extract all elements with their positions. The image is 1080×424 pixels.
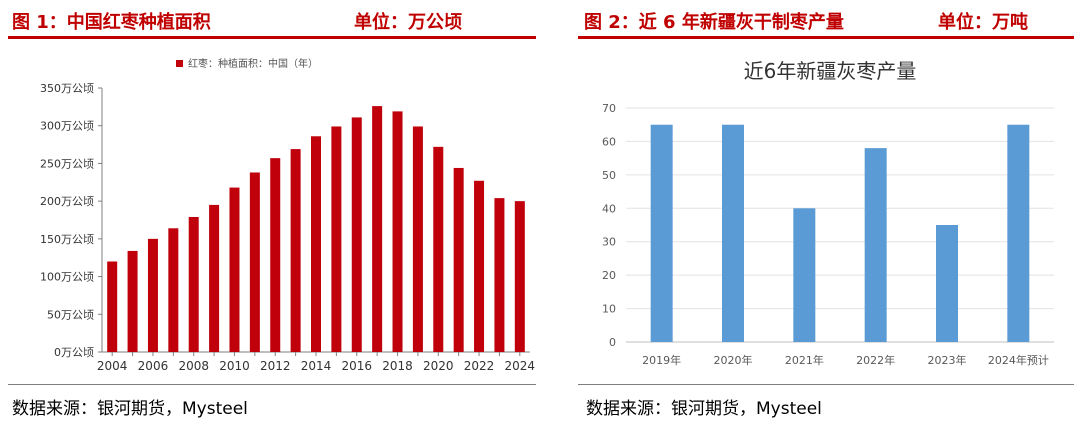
- y-tick-label: 20: [602, 269, 616, 282]
- bar-2010: [229, 187, 240, 352]
- bar-2014: [311, 136, 321, 352]
- x-tick-label: 2010: [219, 359, 250, 373]
- y-tick-label: 200万公顷: [40, 195, 94, 208]
- x-tick-label: 2021年: [785, 353, 824, 367]
- chart-title: 近6年新疆灰枣产量: [744, 59, 917, 83]
- x-tick-label: 2018: [382, 359, 413, 373]
- x-tick-label: 2020年: [714, 353, 753, 367]
- y-tick-label: 300万公顷: [40, 120, 94, 133]
- x-tick-label: 2020: [423, 359, 454, 373]
- bar-2022: [474, 180, 485, 352]
- x-tick-label: 2024年预计: [988, 353, 1049, 367]
- left-bar-chart: 红枣：种植面积：中国（年） 0万公顷 50万公顷 100万公顷 150万公顷 200万公顷…: [40, 57, 536, 373]
- bar-2012: [270, 158, 281, 352]
- right-bottom-rule: [578, 384, 1074, 385]
- y-tick-label: 70: [602, 102, 616, 115]
- y-tick-label: 150万公顷: [40, 233, 94, 246]
- y-tick-label: 50: [602, 169, 616, 182]
- left-bottom-rule: [8, 384, 536, 385]
- bar-2007: [168, 228, 179, 352]
- x-tick-label: 2004: [97, 359, 128, 373]
- y-tick-label: 40: [602, 202, 616, 215]
- y-tick-label: 60: [602, 135, 616, 148]
- x-tick-label: 2008: [178, 359, 209, 373]
- bar-2004: [107, 261, 118, 352]
- y-tick-label: 100万公顷: [40, 271, 94, 284]
- y-tick-label: 0万公顷: [54, 346, 94, 359]
- bar-2022年: [864, 148, 887, 342]
- bar-2009: [209, 204, 220, 352]
- x-tick-label: 2023年: [928, 353, 967, 367]
- bar-2008: [188, 216, 199, 352]
- x-tick-label: 2016: [341, 359, 372, 373]
- x-tick-label: 2022年: [856, 353, 895, 367]
- bar-2023年: [936, 225, 958, 342]
- y-tick-label: 10: [602, 303, 616, 316]
- right-source-note: 数据来源：银河期货，Mysteel: [586, 399, 822, 419]
- bar-2024: [514, 201, 525, 352]
- bar-2015: [331, 126, 342, 353]
- x-tick-label: 2012: [260, 359, 291, 373]
- bar-2006: [147, 238, 158, 352]
- x-tick-label: 2022: [464, 359, 495, 373]
- bar-2021: [453, 167, 464, 352]
- legend-swatch: [176, 60, 183, 67]
- left-source-note: 数据来源：银河期货，Mysteel: [12, 399, 248, 419]
- bar-2013: [290, 149, 301, 352]
- legend-label: 红枣：种植面积：中国（年）: [188, 57, 318, 70]
- x-tick-label: 2024: [505, 359, 536, 373]
- x-tick-label: 2014: [301, 359, 332, 373]
- right-figure-unit: 单位：万吨: [938, 12, 1028, 33]
- right-bar-chart: 近6年新疆灰枣产量 0 10 20 30 40 50 60 70 2019年 2020年 2021年 2…: [602, 59, 1054, 367]
- bar-2023: [494, 198, 505, 352]
- y-tick-label: 0: [609, 336, 616, 349]
- bar-2016: [351, 117, 362, 352]
- y-tick-label: 50万公顷: [47, 308, 94, 321]
- right-figure-panel: 图 2：近 6 年新疆灰干制枣产量 单位：万吨 近6年新疆灰枣产量 0 10 20 30…: [540, 0, 1080, 424]
- bar-2017: [372, 106, 383, 352]
- bar-2020年: [722, 124, 744, 342]
- y-tick-label: 350万公顷: [40, 82, 94, 95]
- bar-2011: [249, 172, 260, 352]
- y-tick-label: 30: [602, 236, 616, 249]
- x-tick-label: 2019年: [642, 353, 681, 367]
- bar-2020: [433, 146, 444, 352]
- right-title-rule: [578, 36, 1074, 39]
- bar-2018: [392, 111, 403, 352]
- bar-2024年预计: [1007, 124, 1030, 342]
- bar-2005: [127, 250, 138, 352]
- y-tick-label: 250万公顷: [40, 157, 94, 170]
- left-figure-unit: 单位：万公顷: [354, 12, 462, 33]
- left-figure-panel: 图 1：中国红枣种植面积 单位：万公顷 红枣：种植面积：中国（年） 0万公顷 50万…: [8, 12, 536, 419]
- bar-2021年: [793, 208, 816, 342]
- right-figure-title: 图 2：近 6 年新疆灰干制枣产量: [584, 12, 844, 33]
- left-title-rule: [8, 36, 536, 39]
- bar-2019年: [650, 124, 673, 342]
- left-figure-title: 图 1：中国红枣种植面积: [12, 12, 211, 33]
- bar-2019: [412, 126, 423, 353]
- x-tick-label: 2006: [138, 359, 169, 373]
